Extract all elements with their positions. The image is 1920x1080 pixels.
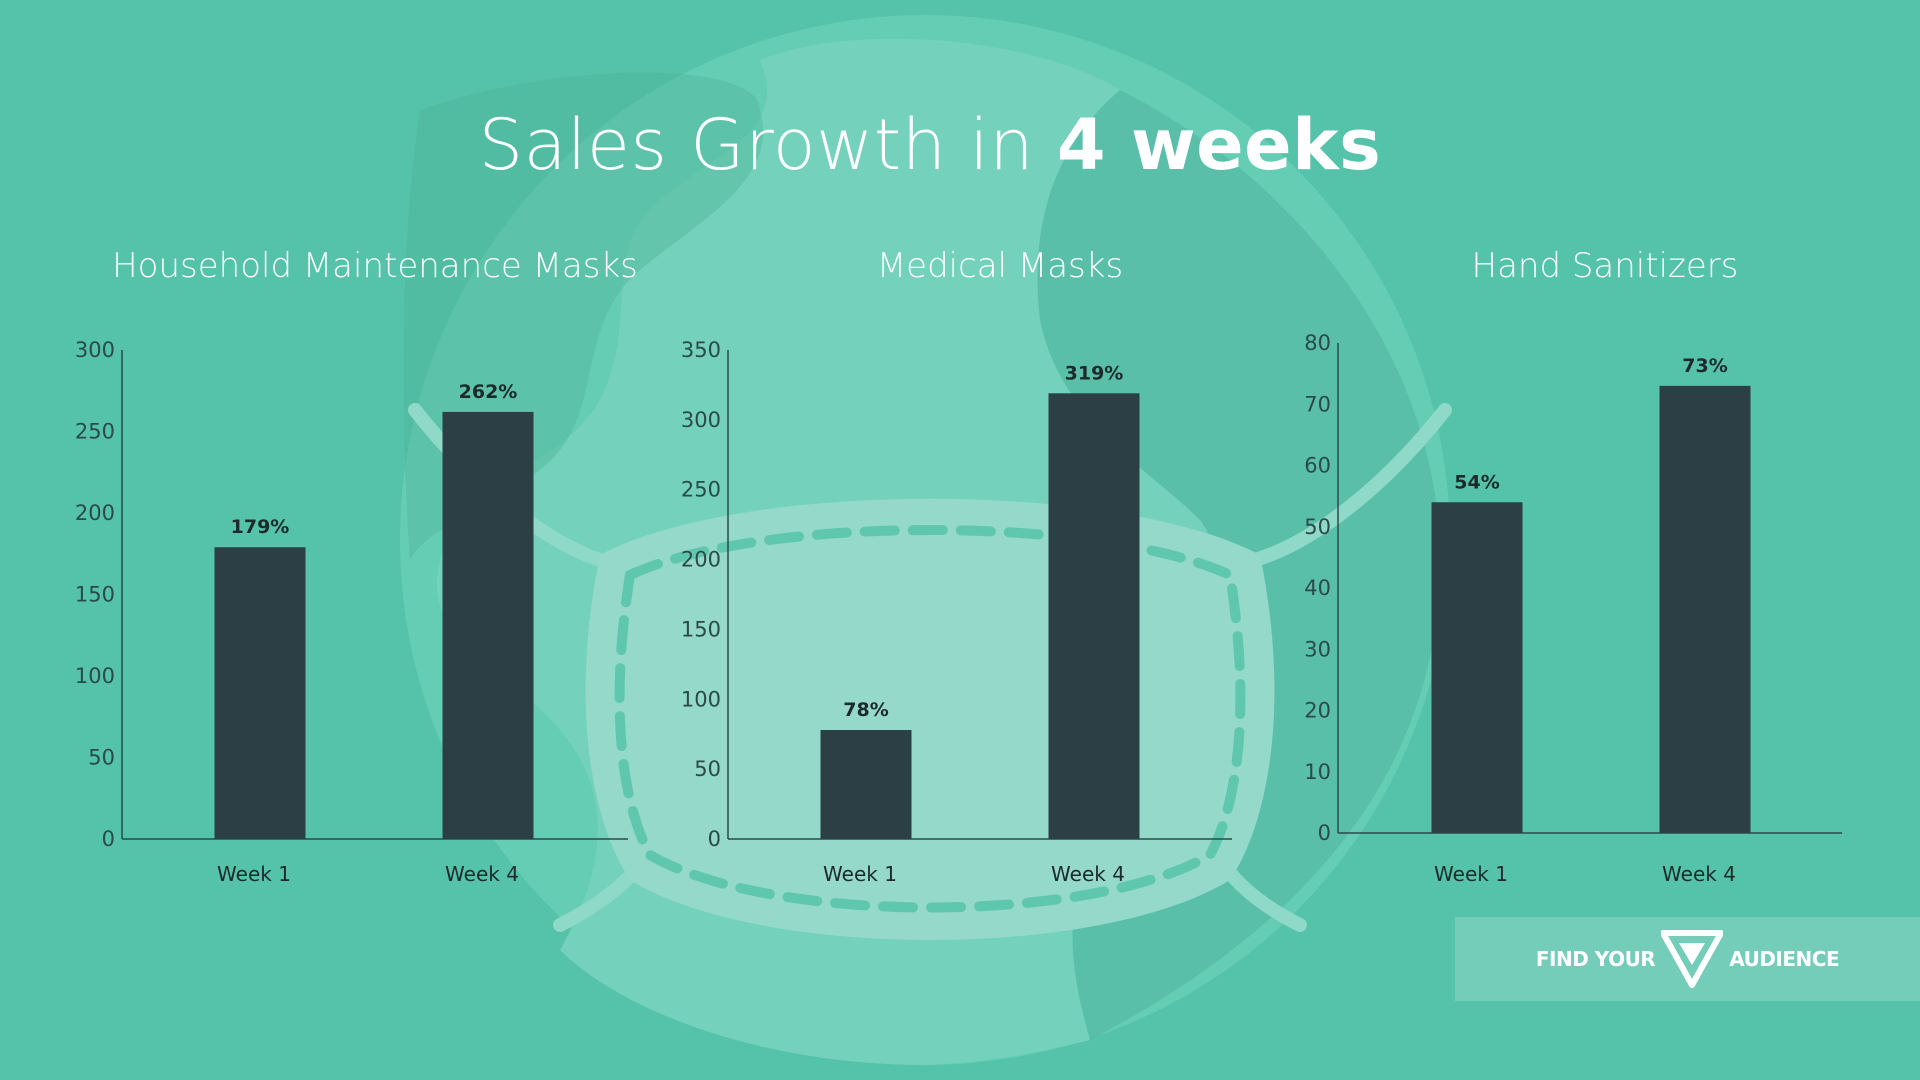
y-tick-label: 40 — [1304, 576, 1331, 600]
x-category-label: Week 4 — [445, 862, 519, 886]
chart-household-masks: 0 50 100 150 200 250 300 179% Week 1 262% Week 4 — [75, 338, 628, 886]
logo-text-right: AUDIENCE — [1729, 947, 1840, 971]
triangle-logo-icon — [1661, 930, 1724, 988]
y-tick-label: 350 — [681, 338, 721, 362]
logo-panel: FIND YOUR AUDIENCE — [1455, 917, 1920, 1001]
data-label: 73% — [1682, 355, 1727, 377]
x-category-label: Week 4 — [1051, 862, 1125, 886]
chart-medical-masks: 0 50 100 150 200 250 300 350 78% Week 1 319% Week 4 — [681, 338, 1232, 886]
title-bold: 4 weeks — [1056, 104, 1382, 186]
y-tick-label: 20 — [1304, 699, 1331, 723]
bar — [1659, 385, 1751, 833]
chart-hand-sanitizers: 0 10 20 30 40 50 60 70 80 54% Week 1 73% Week 4 — [1304, 331, 1842, 886]
y-tick-label: 50 — [88, 746, 115, 770]
bar — [442, 411, 534, 839]
data-label: 54% — [1454, 471, 1499, 493]
bar — [1431, 502, 1523, 833]
x-category-label: Week 1 — [823, 862, 897, 886]
y-tick-label: 50 — [1304, 515, 1331, 539]
y-tick-label: 250 — [75, 420, 115, 444]
x-category-label: Week 1 — [217, 862, 291, 886]
y-tick-label: 30 — [1304, 637, 1331, 661]
y-tick-label: 10 — [1304, 760, 1331, 784]
data-label: 319% — [1065, 362, 1124, 384]
y-tick-label: 300 — [75, 338, 115, 362]
mask-strap-right-top — [1248, 403, 1452, 567]
y-tick-label: 50 — [694, 757, 721, 781]
bar — [820, 730, 912, 839]
bar — [1048, 393, 1140, 839]
y-tick-label: 70 — [1304, 392, 1331, 416]
y-tick-label: 200 — [681, 548, 721, 572]
chart-title-sanitizers: Hand Sanitizers — [1471, 246, 1739, 286]
y-tick-label: 250 — [681, 478, 721, 502]
y-tick-label: 100 — [681, 687, 721, 711]
data-label: 78% — [843, 699, 888, 721]
data-label: 179% — [231, 516, 290, 538]
chart-title-household: Household Maintenance Masks — [112, 246, 638, 286]
y-tick-label: 150 — [681, 617, 721, 641]
y-tick-label: 0 — [1318, 821, 1331, 845]
logo-text-left: FIND YOUR — [1535, 947, 1656, 971]
y-tick-label: 60 — [1304, 454, 1331, 478]
bar — [214, 547, 306, 839]
y-tick-label: 300 — [681, 408, 721, 432]
y-tick-label: 100 — [75, 664, 115, 688]
mask-stitching — [614, 525, 1246, 913]
chart-title-medical: Medical Masks — [876, 246, 1124, 286]
y-tick-label: 150 — [75, 583, 115, 607]
y-tick-label: 80 — [1304, 331, 1331, 355]
x-category-label: Week 1 — [1434, 862, 1508, 886]
y-tick-label: 200 — [75, 501, 115, 525]
data-label: 262% — [459, 381, 518, 403]
page-title: Sales Growth in 4 weeks — [0, 104, 1860, 186]
x-category-label: Week 4 — [1662, 862, 1736, 886]
y-tick-label: 0 — [102, 827, 115, 851]
title-light: Sales Growth in — [478, 104, 1035, 186]
y-tick-label: 0 — [708, 827, 721, 851]
